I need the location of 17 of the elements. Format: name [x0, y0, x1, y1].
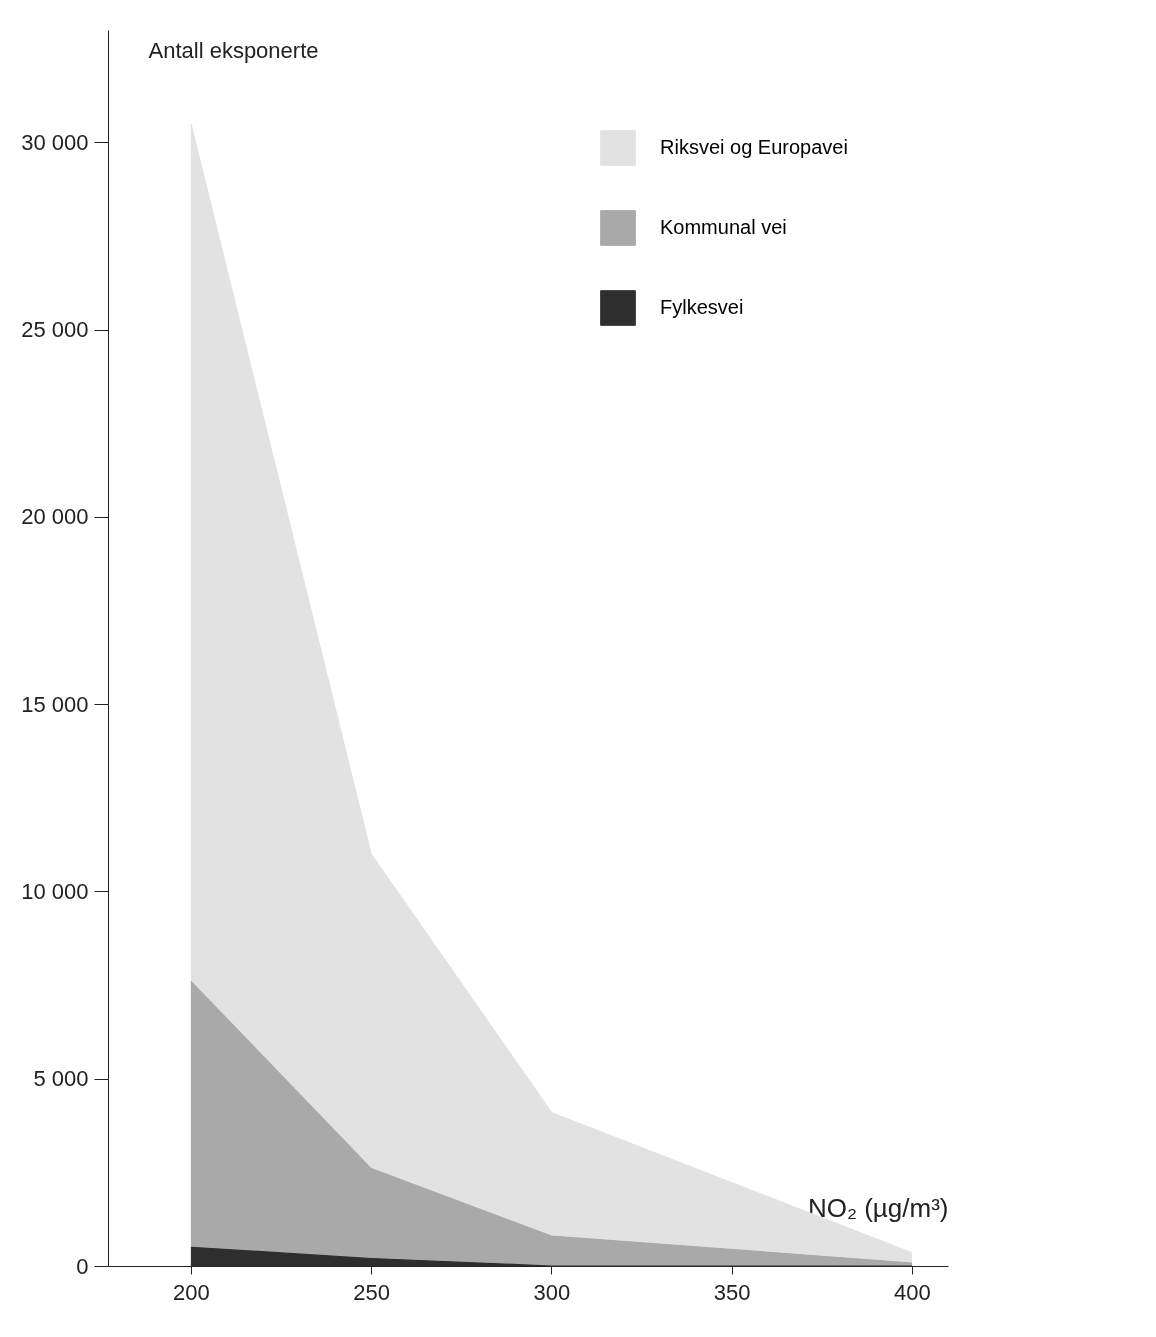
y-axis-title: Antall eksponerte	[148, 37, 319, 63]
y-tick-label: 15 000	[21, 691, 89, 717]
y-tick-label: 5 000	[33, 1066, 89, 1092]
y-tick-label: 20 000	[21, 504, 89, 530]
x-tick-label: 250	[353, 1279, 391, 1305]
y-tick-label: 10 000	[21, 878, 89, 904]
x-axis-title: NO₂ (µg/m³)	[807, 1192, 949, 1223]
x-tick-label: 200	[173, 1279, 210, 1305]
x-tick-label: 400	[894, 1279, 931, 1305]
y-tick-label: 0	[76, 1253, 89, 1279]
legend-label: Riksvei og Europavei	[660, 136, 848, 158]
legend-label: Kommunal vei	[660, 216, 787, 238]
y-tick-label: 30 000	[21, 129, 89, 155]
x-tick-label: 350	[713, 1279, 751, 1305]
y-tick-label: 25 000	[21, 317, 89, 343]
legend-label: Fylkesvei	[660, 296, 744, 318]
x-tick-label: 300	[533, 1279, 571, 1305]
